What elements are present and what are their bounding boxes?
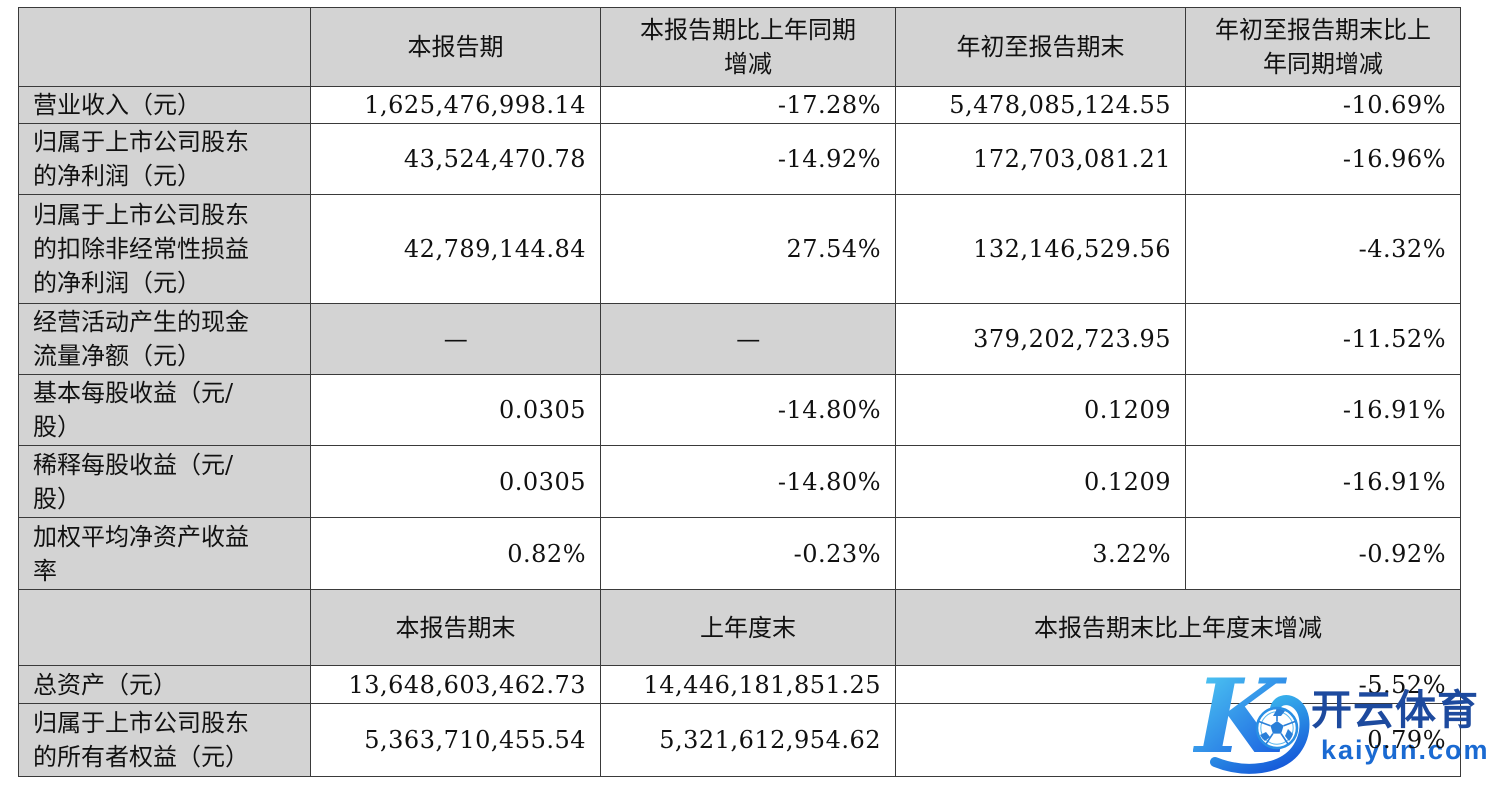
cell-value: 5,321,612,954.62	[600, 703, 896, 777]
cell-value: 5,363,710,455.54	[310, 703, 601, 777]
cell-value: 132,146,529.56	[895, 194, 1186, 304]
cell-value: 0.1209	[895, 374, 1186, 446]
table-row-operating-cash-flow: 经营活动产生的现金 流量净额（元） — — 379,202,723.95 -11…	[18, 303, 1461, 375]
table-row-weighted-avg-roe: 加权平均净资产收益 率 0.82% -0.23% 3.22% -0.92%	[18, 517, 1461, 590]
header-period-end: 本报告期末	[310, 589, 601, 666]
cell-value: -16.96%	[1185, 123, 1461, 195]
cell-value: 1,625,476,998.14	[310, 86, 601, 124]
cell-value: 0.0305	[310, 445, 601, 518]
cell-value: 0.79%	[895, 703, 1461, 777]
equity-change-value: 0.79%	[1367, 726, 1446, 754]
cell-value: -0.92%	[1185, 517, 1461, 590]
row-label: 归属于上市公司股东 的净利润（元）	[18, 123, 311, 195]
cell-value: 43,524,470.78	[310, 123, 601, 195]
cell-value: -11.52%	[1185, 303, 1461, 375]
cell-value: 14,446,181,851.25	[600, 665, 896, 704]
row-label: 经营活动产生的现金 流量净额（元）	[18, 303, 311, 375]
cell-value: 0.82%	[310, 517, 601, 590]
table-row-basic-eps: 基本每股收益（元/ 股） 0.0305 -14.80% 0.1209 -16.9…	[18, 374, 1461, 446]
row-label: 归属于上市公司股东 的扣除非经常性损益 的净利润（元）	[18, 194, 311, 304]
cell-value: -16.91%	[1185, 374, 1461, 446]
header-prior-year-end: 上年度末	[600, 589, 896, 666]
cell-value: -14.92%	[600, 123, 896, 195]
cell-value: 5,478,085,124.55	[895, 86, 1186, 124]
table-row-revenue: 营业收入（元） 1,625,476,998.14 -17.28% 5,478,0…	[18, 86, 1461, 124]
table-row-diluted-eps: 稀释每股收益（元/ 股） 0.0305 -14.80% 0.1209 -16.9…	[18, 445, 1461, 518]
row-label: 基本每股收益（元/ 股）	[18, 374, 311, 446]
table-header-row-2: 本报告期末 上年度末 本报告期末比上年度末增减	[18, 589, 1461, 666]
row-label: 稀释每股收益（元/ 股）	[18, 445, 311, 518]
cell-value: 379,202,723.95	[895, 303, 1186, 375]
row-label: 营业收入（元）	[18, 86, 311, 124]
header-current-period-change: 本报告期比上年同期 增减	[600, 7, 896, 87]
table-row-net-profit-excl-nonrecurring: 归属于上市公司股东 的扣除非经常性损益 的净利润（元） 42,789,144.8…	[18, 194, 1461, 304]
cell-value: 172,703,081.21	[895, 123, 1186, 195]
table-header-row-1: 本报告期 本报告期比上年同期 增减 年初至报告期末 年初至报告期末比上 年同期增…	[18, 7, 1461, 87]
cell-value: -5.52%	[895, 665, 1461, 704]
header-ytd-change: 年初至报告期末比上 年同期增减	[1185, 7, 1461, 87]
table-row-owners-equity: 归属于上市公司股东 的所有者权益（元） 5,363,710,455.54 5,3…	[18, 703, 1461, 777]
table-row-total-assets: 总资产（元） 13,648,603,462.73 14,446,181,851.…	[18, 665, 1461, 704]
cell-value: 3.22%	[895, 517, 1186, 590]
cell-value: -0.23%	[600, 517, 896, 590]
cell-value: -10.69%	[1185, 86, 1461, 124]
cell-value: -4.32%	[1185, 194, 1461, 304]
header-period-end-change: 本报告期末比上年度末增减	[895, 589, 1461, 666]
row-label: 加权平均净资产收益 率	[18, 517, 311, 590]
cell-value-na: —	[310, 303, 601, 375]
cell-value: 0.1209	[895, 445, 1186, 518]
cell-value: 13,648,603,462.73	[310, 665, 601, 704]
cell-value: 27.54%	[600, 194, 896, 304]
cell-value: -14.80%	[600, 445, 896, 518]
header-current-period: 本报告期	[310, 7, 601, 87]
cell-value: -14.80%	[600, 374, 896, 446]
header-blank-cell	[18, 7, 311, 87]
table-row-net-profit: 归属于上市公司股东 的净利润（元） 43,524,470.78 -14.92% …	[18, 123, 1461, 195]
financial-summary-table: 本报告期 本报告期比上年同期 增减 年初至报告期末 年初至报告期末比上 年同期增…	[18, 7, 1461, 777]
cell-value: -16.91%	[1185, 445, 1461, 518]
row-label: 总资产（元）	[18, 665, 311, 704]
cell-value-na: —	[600, 303, 896, 375]
header-blank-cell	[18, 589, 311, 666]
cell-value: 42,789,144.84	[310, 194, 601, 304]
cell-value: 0.0305	[310, 374, 601, 446]
header-ytd: 年初至报告期末	[895, 7, 1186, 87]
row-label: 归属于上市公司股东 的所有者权益（元）	[18, 703, 311, 777]
cell-value: -17.28%	[600, 86, 896, 124]
